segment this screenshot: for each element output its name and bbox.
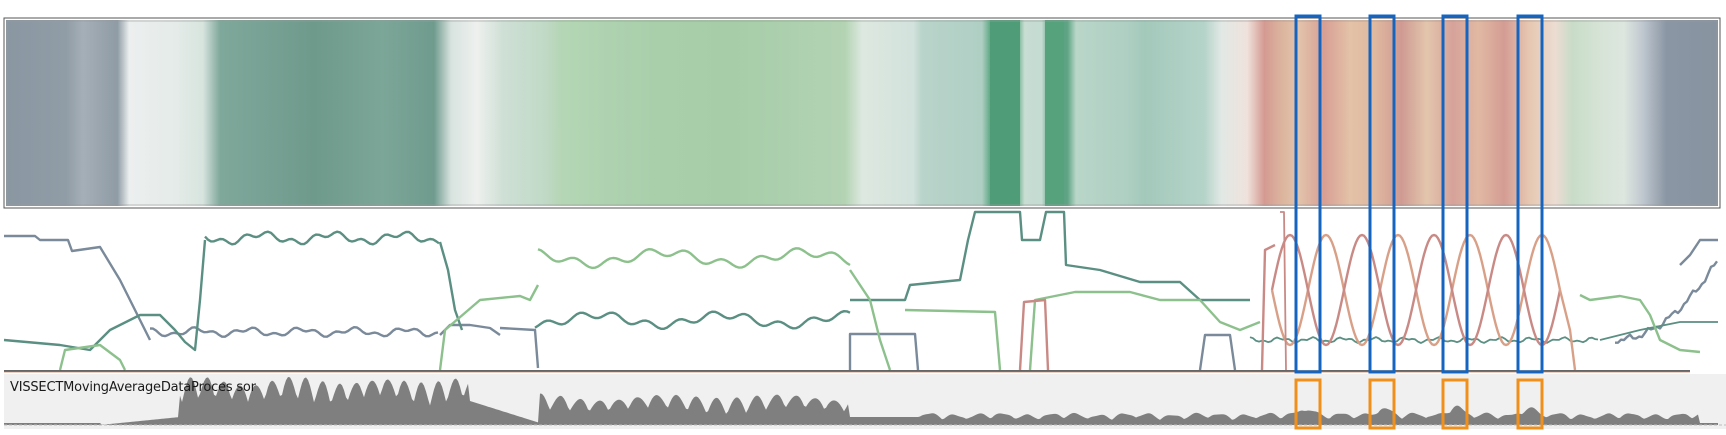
- highlight-box-blue: [1294, 14, 1322, 374]
- line-dark-teal-peaks: [850, 210, 1250, 302]
- highlight-boxes: [1294, 14, 1544, 430]
- line-light-green-low: [904, 308, 1002, 371]
- line-light-green-mid: [1028, 290, 1261, 371]
- color-band-fill: [6, 20, 1718, 206]
- line-rose-spike2: [1280, 211, 1287, 371]
- line-light-green-start: [58, 343, 127, 371]
- line-gray-blue-mid: [149, 326, 439, 338]
- line-rose-small: [1018, 298, 1050, 371]
- track-label: VISSECTMovingAverageDataProces sor: [10, 380, 256, 395]
- line-gray-blue-start: [4, 234, 152, 341]
- topic-line-chart: [3, 210, 1718, 371]
- line-gray-blue-bump2: [1198, 333, 1237, 371]
- line-gray-blue-tail: [499, 326, 540, 369]
- area-track: [4, 374, 1726, 429]
- color-band-inner-border: [6, 20, 1718, 206]
- color-band-border: [3, 17, 1721, 209]
- line-gray-blue-end: [1615, 260, 1718, 344]
- highlight-box-orange: [1441, 378, 1469, 430]
- highlight-box-orange: [1368, 378, 1396, 430]
- color-band: [3, 17, 1721, 209]
- line-dark-teal-top: [204, 230, 440, 246]
- line-light-green-drop: [849, 269, 892, 371]
- highlight-box-orange: [1516, 378, 1544, 430]
- line-dark-teal-tail: [1249, 336, 1599, 344]
- line-salmon-tail: [1558, 289, 1577, 371]
- highlight-box-blue: [1516, 14, 1544, 374]
- highlight-box-blue: [1441, 14, 1469, 374]
- highlight-box-blue: [1368, 14, 1396, 374]
- highlight-box-orange: [1294, 378, 1322, 430]
- line-light-green-end: [1579, 293, 1701, 354]
- line-rose-spike: [1260, 243, 1276, 371]
- line-gray-blue-bump: [848, 332, 920, 371]
- line-light-green-rise: [438, 284, 540, 371]
- moving-average-area: [4, 377, 1718, 425]
- band-solid-stripe: [1045, 20, 1064, 206]
- color-band-solid-stripes: [990, 20, 1064, 206]
- band-solid-stripe: [990, 20, 1020, 206]
- line-gray-blue-end2: [1679, 238, 1718, 266]
- line-dark-teal-end: [1599, 321, 1718, 341]
- line-dark-teal-low: [534, 310, 851, 330]
- line-light-green-top: [537, 247, 851, 270]
